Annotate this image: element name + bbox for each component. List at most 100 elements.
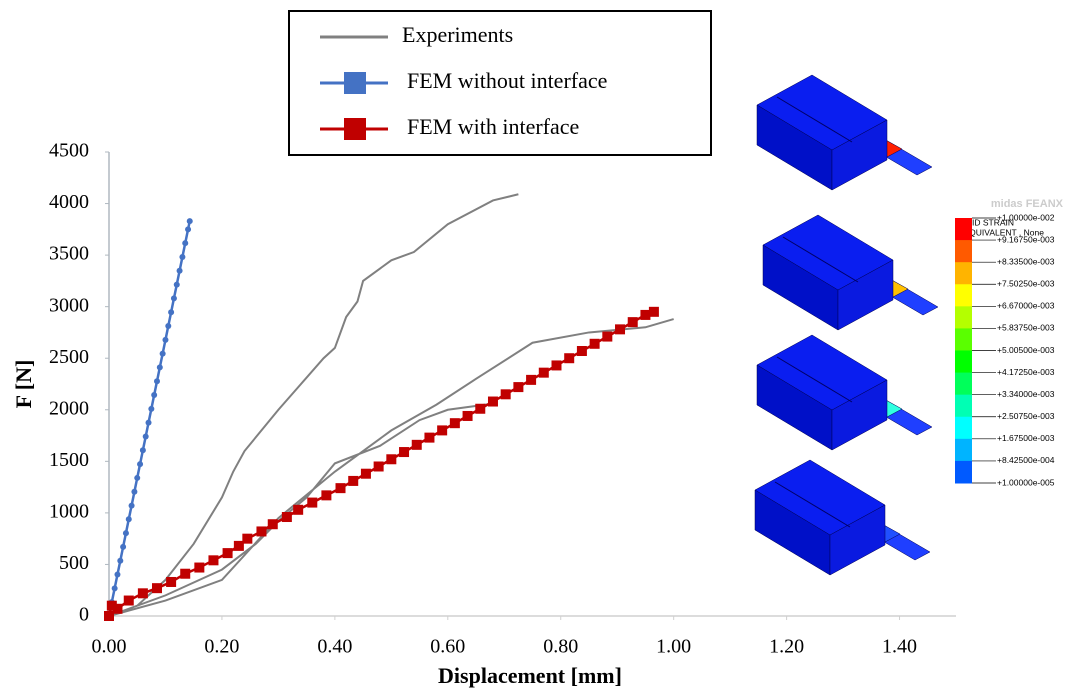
legend-label: Experiments <box>402 22 513 47</box>
colorbar-label: +2.50750e-003 <box>997 411 1055 421</box>
point <box>166 577 176 587</box>
point <box>151 392 157 398</box>
y-tick-label: 1000 <box>49 500 89 522</box>
y-tick-label: 2000 <box>49 397 89 419</box>
point <box>162 337 168 343</box>
colorbar-cell <box>955 439 972 462</box>
point <box>138 588 148 598</box>
colorbar-cell <box>955 306 972 329</box>
point <box>129 503 135 509</box>
chart: Displacement [mm] F [N] 0500100015002000… <box>0 0 1073 691</box>
point <box>148 406 154 412</box>
x-tick-label: 0.60 <box>430 636 465 658</box>
point <box>143 433 149 439</box>
point <box>154 378 160 384</box>
point <box>165 323 171 329</box>
point <box>179 254 185 260</box>
colorbar-label: +1.00000e-002 <box>997 212 1055 222</box>
colorbar-label: +4.17250e-003 <box>997 367 1055 377</box>
point <box>126 516 132 522</box>
y-tick-label: 3000 <box>49 294 89 316</box>
point <box>140 447 146 453</box>
point <box>268 519 278 529</box>
point <box>450 418 460 428</box>
point <box>242 534 252 544</box>
colorbar-label: +7.50250e-003 <box>997 279 1055 289</box>
colorbar-label: +5.83750e-003 <box>997 323 1055 333</box>
x-tick-label: 0.00 <box>92 636 127 658</box>
x-tick-label: 0.80 <box>543 636 578 658</box>
point <box>628 317 638 327</box>
y-tick-label: 1500 <box>49 449 89 471</box>
point <box>131 489 137 495</box>
point <box>590 339 600 349</box>
colorbar-label: +1.67500e-003 <box>997 433 1055 443</box>
colorbar-label: +6.67000e-003 <box>997 301 1055 311</box>
point <box>577 346 587 356</box>
colorbar-label: +9.16750e-003 <box>997 234 1055 244</box>
point <box>361 469 371 479</box>
point <box>602 332 612 342</box>
legend-marker <box>344 118 366 140</box>
colorbar-cell <box>955 417 972 440</box>
point <box>123 530 129 536</box>
point <box>256 526 266 536</box>
point <box>282 512 292 522</box>
y-axis-title: F [N] <box>11 360 36 409</box>
y-tick-label: 4000 <box>49 191 89 213</box>
point <box>463 411 473 421</box>
point <box>146 420 152 426</box>
colorbar-label: +5.00500e-003 <box>997 345 1055 355</box>
colorbar-label: +8.42500e-004 <box>997 455 1055 465</box>
point <box>157 364 163 370</box>
x-tick-label: 1.00 <box>656 636 691 658</box>
y-tick-label: 2500 <box>49 346 89 368</box>
point <box>137 461 143 467</box>
point <box>187 218 193 224</box>
colorbar-cell <box>955 284 972 307</box>
point <box>117 558 123 564</box>
point <box>194 563 204 573</box>
point <box>348 476 358 486</box>
point <box>168 309 174 315</box>
point <box>160 351 166 357</box>
y-tick-label: 4500 <box>49 140 89 162</box>
series-line <box>109 194 674 616</box>
point <box>615 324 625 334</box>
point <box>185 226 191 232</box>
point <box>182 240 188 246</box>
point <box>437 425 447 435</box>
colorbar-cell <box>955 262 972 285</box>
y-tick-label: 0 <box>79 604 89 626</box>
colorbar-label: +1.00000e-005 <box>997 477 1055 487</box>
point <box>293 505 303 515</box>
point <box>539 368 549 378</box>
point <box>307 498 317 508</box>
colorbar-label: +8.33500e-003 <box>997 256 1055 266</box>
point <box>120 544 126 550</box>
point <box>180 569 190 579</box>
point <box>112 585 118 591</box>
point <box>501 389 511 399</box>
point <box>152 583 162 593</box>
point <box>124 596 134 606</box>
point <box>114 572 120 578</box>
point <box>513 382 523 392</box>
colorbar-cell <box>955 328 972 351</box>
point <box>526 375 536 385</box>
x-tick-label: 1.40 <box>882 636 917 658</box>
x-tick-label: 0.40 <box>317 636 352 658</box>
colorbar-cell <box>955 373 972 396</box>
point <box>223 548 233 558</box>
point <box>174 282 180 288</box>
point <box>208 555 218 565</box>
y-tick-label: 500 <box>59 552 89 574</box>
point <box>177 268 183 274</box>
point <box>399 447 409 457</box>
point <box>475 404 485 414</box>
point <box>112 604 122 614</box>
point <box>374 461 384 471</box>
legend-label: FEM with interface <box>407 114 579 139</box>
point <box>488 397 498 407</box>
series-line <box>109 221 190 616</box>
